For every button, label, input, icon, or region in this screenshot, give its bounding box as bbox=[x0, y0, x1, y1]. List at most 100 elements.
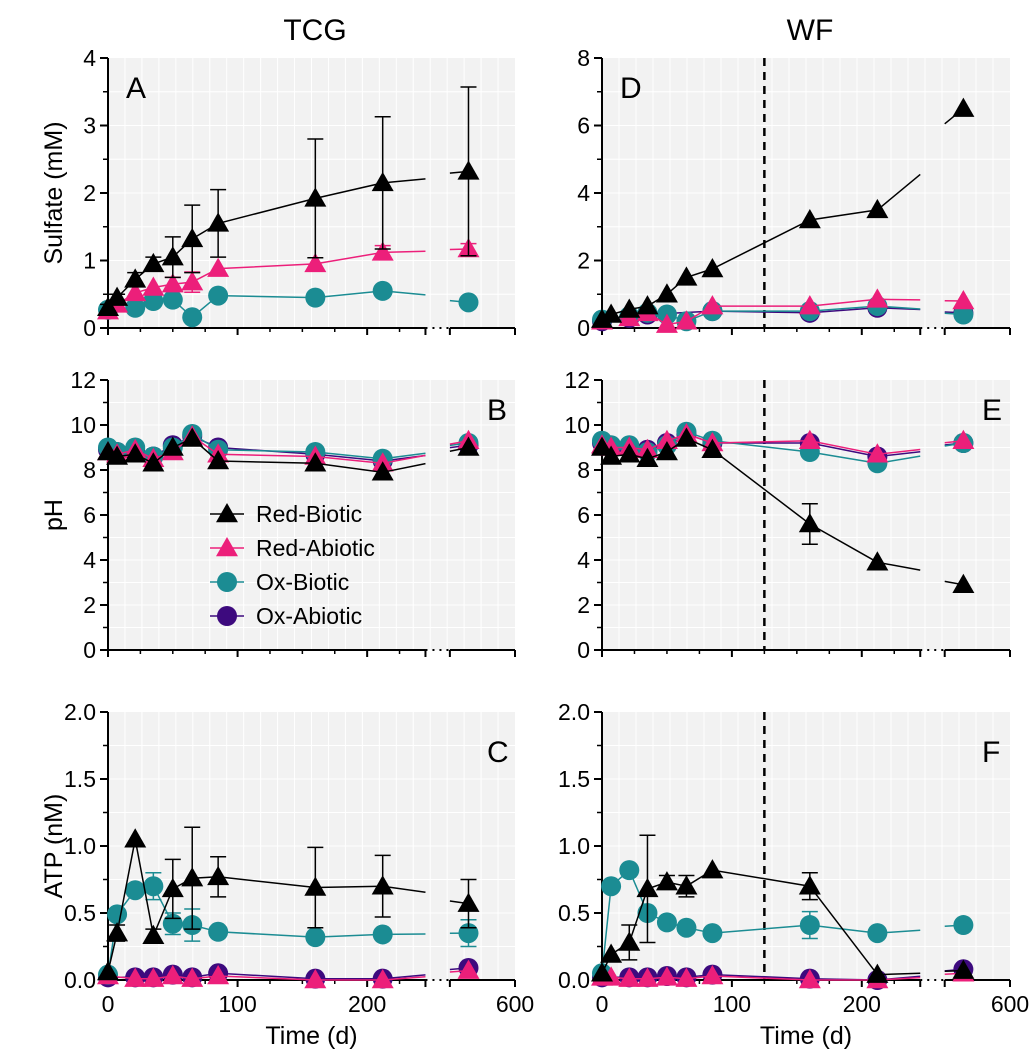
panel-f: 0.0 0.5 1.0 1.5 2.0 0 100 200 600 Time (d) F bbox=[558, 699, 1029, 1050]
series-red-biotic bbox=[97, 86, 480, 316]
data-point bbox=[798, 875, 821, 895]
y-tick-label: 1.5 bbox=[558, 766, 590, 792]
y-tick-label: 4 bbox=[83, 45, 96, 71]
data-point bbox=[371, 461, 394, 481]
y-tick-label: 2 bbox=[577, 248, 590, 274]
data-point bbox=[181, 867, 204, 887]
data-point bbox=[600, 943, 623, 963]
data-point bbox=[304, 187, 327, 207]
panel-letter: B bbox=[487, 394, 507, 427]
panel-e: 0 2 4 6 8 10 12 E bbox=[564, 367, 1011, 663]
data-point bbox=[304, 252, 327, 273]
series-line bbox=[382, 250, 426, 254]
data-point bbox=[161, 436, 184, 456]
y-tick-label: 8 bbox=[577, 457, 590, 483]
panel-c: 0.0 0.5 1.0 1.5 2.0 0 100 200 600 Time (d) ATP (nM… bbox=[40, 699, 534, 1050]
legend-marker bbox=[217, 572, 237, 592]
y-tick-label: 12 bbox=[564, 367, 590, 393]
y-tick-label: 0 bbox=[83, 315, 96, 341]
data-point bbox=[591, 962, 613, 982]
data-point bbox=[458, 292, 479, 313]
data-point bbox=[655, 441, 678, 461]
data-point bbox=[702, 923, 723, 944]
data-point bbox=[371, 875, 394, 895]
data-point bbox=[866, 198, 889, 219]
y-tick-label: 2.0 bbox=[64, 699, 96, 725]
y-tick-label: 10 bbox=[564, 412, 590, 438]
data-point bbox=[655, 429, 678, 449]
data-point bbox=[591, 436, 613, 456]
legend: Red-Biotic Red-Abiotic Ox-Biotic Ox-Abiotic bbox=[210, 501, 375, 629]
data-point bbox=[305, 927, 326, 948]
panel-d: 0 2 4 6 8 D bbox=[577, 45, 1011, 341]
y-tick-label: 2.0 bbox=[558, 699, 590, 725]
data-point bbox=[799, 915, 820, 936]
data-point bbox=[107, 904, 128, 925]
data-point bbox=[619, 860, 640, 881]
data-point bbox=[457, 160, 480, 180]
y-tick-label: 0 bbox=[577, 315, 590, 341]
data-point bbox=[208, 921, 229, 942]
data-point bbox=[208, 285, 229, 306]
series-line bbox=[877, 561, 921, 571]
series-line bbox=[382, 178, 426, 184]
data-point bbox=[655, 313, 678, 333]
data-point bbox=[798, 969, 821, 989]
data-point bbox=[618, 298, 641, 318]
data-point bbox=[675, 266, 698, 286]
data-point bbox=[124, 967, 147, 987]
y-axis-label: pH bbox=[40, 499, 68, 531]
data-point bbox=[161, 273, 184, 293]
data-point bbox=[142, 252, 165, 273]
y-tick-label: 0.0 bbox=[64, 967, 96, 993]
data-point bbox=[142, 276, 165, 296]
y-tick-label: 1.5 bbox=[64, 766, 96, 792]
data-point bbox=[675, 310, 698, 330]
legend-item-ox-biotic: Ox-Biotic bbox=[210, 569, 349, 595]
legend-label: Red-Biotic bbox=[256, 501, 362, 527]
y-tick-label: 1.0 bbox=[64, 833, 96, 859]
panel-letter: E bbox=[982, 394, 1002, 427]
data-point bbox=[106, 445, 129, 465]
data-point bbox=[655, 283, 678, 303]
data-point bbox=[798, 209, 821, 229]
data-point bbox=[798, 513, 821, 533]
series-line bbox=[382, 462, 426, 474]
series-line bbox=[877, 298, 921, 301]
legend-item-red-abiotic: Red-Abiotic bbox=[210, 535, 375, 561]
y-tick-label: 3 bbox=[83, 113, 96, 139]
y-tick-label: 0 bbox=[83, 637, 96, 663]
data-point bbox=[656, 912, 677, 933]
data-point bbox=[701, 859, 724, 879]
data-point bbox=[701, 438, 724, 458]
y-tick-label: 1.0 bbox=[558, 833, 590, 859]
data-point bbox=[600, 445, 623, 465]
y-tick-label: 4 bbox=[577, 180, 590, 206]
legend-label: Red-Abiotic bbox=[256, 535, 375, 561]
y-tick-label: 6 bbox=[577, 113, 590, 139]
x-tick-label: 600 bbox=[991, 991, 1029, 1017]
series-line bbox=[877, 448, 921, 456]
column-title-tcg: TCG bbox=[283, 14, 346, 47]
data-point bbox=[952, 959, 975, 979]
y-tick-label: 0.5 bbox=[558, 900, 590, 926]
data-point bbox=[371, 969, 394, 989]
y-tick-label: 12 bbox=[70, 367, 96, 393]
data-point bbox=[305, 287, 326, 308]
x-tick-label: 200 bbox=[843, 991, 881, 1017]
data-point bbox=[207, 257, 230, 277]
data-point bbox=[97, 296, 119, 316]
y-axis-label: Sulfate (mM) bbox=[40, 121, 68, 264]
x-tick-label: 100 bbox=[218, 991, 256, 1017]
data-point bbox=[142, 967, 165, 987]
data-point bbox=[866, 551, 889, 571]
data-point bbox=[636, 447, 659, 467]
x-axis-label: Time (d) bbox=[760, 1022, 852, 1050]
series-red-biotic bbox=[97, 826, 480, 981]
data-point bbox=[866, 963, 889, 983]
data-point bbox=[701, 964, 724, 985]
data-point bbox=[304, 452, 327, 472]
data-point bbox=[124, 268, 147, 288]
data-point bbox=[181, 271, 204, 291]
column-title-wf: WF bbox=[787, 14, 834, 47]
